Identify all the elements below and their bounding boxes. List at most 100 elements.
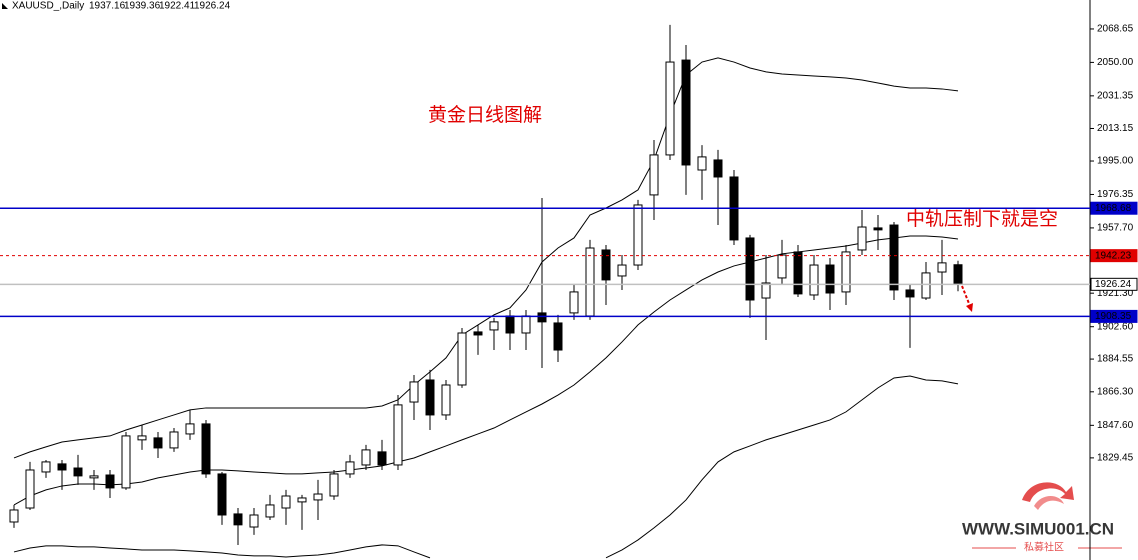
candle-body [937,262,947,273]
watermark-text: WWW.SIMU001.CN [962,519,1114,538]
y-tick-label: 2031.35 [1097,90,1134,101]
candle-body [297,497,307,503]
candle-body [745,237,755,301]
candle [441,379,451,420]
candle-body [489,321,499,331]
candle [473,324,483,355]
candle-body [601,249,611,281]
candle [921,261,931,300]
y-tick-label: 1884.55 [1097,354,1134,365]
candle-body [841,251,851,293]
level-label-box [1090,309,1138,323]
level-label: 1926.24 [1095,279,1132,290]
candle-body [521,315,531,334]
candle [569,284,579,320]
y-tick-label: 1921.30 [1097,288,1134,299]
candle-body [73,467,83,477]
candle [553,314,563,363]
candle-body [921,272,931,299]
candle-body [697,156,707,171]
candle [633,199,643,271]
candle [425,369,435,430]
candle-body [473,331,483,336]
level-label: 1908.35 [1095,311,1132,322]
candle-body [25,469,35,509]
candle [137,424,147,450]
candle [489,317,499,351]
candle [9,504,19,528]
candle [249,507,259,535]
candle [665,24,675,160]
candle [281,489,291,525]
candle-body [889,224,899,291]
y-tick-label: 2068.65 [1097,24,1134,35]
candle-body [57,463,67,471]
candle [393,395,403,470]
level-label-box [1090,249,1138,263]
y-tick-label: 1829.45 [1097,453,1134,464]
candle [793,244,803,297]
red-arrow [961,285,973,312]
candle-body [425,379,435,416]
candle [73,454,83,485]
y-tick-label: 2013.15 [1097,123,1134,134]
candle-body [281,495,291,509]
candle-body [137,435,147,441]
candle [729,169,739,245]
candle-body [953,264,963,285]
y-tick-label: 1847.60 [1097,420,1134,431]
candle [297,494,307,530]
candle-body [713,159,723,178]
candle [361,444,371,470]
candle-body [665,61,675,156]
candle [681,45,691,195]
candle [121,431,131,490]
candle-body [377,451,387,466]
y-tick-label: 1902.60 [1097,321,1134,332]
candle-body [265,504,275,518]
y-tick-label: 1866.30 [1097,386,1134,397]
candle [217,471,227,525]
candle-body [345,461,355,475]
ohlc-high: 1939.36 [124,1,161,12]
candle-body [585,247,595,317]
candle-body [825,264,835,294]
candle [809,254,819,300]
candle-body [569,291,579,314]
candle-body [617,264,627,277]
candle-body [9,509,19,523]
candle [313,479,323,521]
candle-body [169,431,179,449]
candle [697,145,707,200]
level-label-box [1090,201,1138,215]
candle-body [249,514,259,528]
candle [457,327,467,388]
candle-body [153,437,163,449]
y-tick-label: 1995.00 [1097,156,1134,167]
candle [153,431,163,458]
candle [265,494,275,521]
logo [1022,482,1074,502]
header: XAUUSD_,Daily 1937.16 1939.36 1922.41 19… [2,1,231,12]
candle-body [393,404,403,466]
header-icon [2,3,8,9]
ohlc-open: 1937.16 [89,1,126,12]
candle-body [505,315,515,334]
band-line [13,375,959,559]
candle-body [41,461,51,473]
candle-body [761,282,771,299]
y-tick-label: 1957.70 [1097,223,1134,234]
candle-body [441,384,451,416]
candle-body [457,332,467,386]
candle [537,197,547,368]
level-label-box [1090,277,1138,291]
candle-body [329,473,339,497]
candle-body [89,475,99,479]
candle-body [537,312,547,323]
candle-body [633,204,643,266]
candle [649,140,659,221]
candle-body [649,154,659,196]
level-label: 1968.68 [1095,203,1132,214]
